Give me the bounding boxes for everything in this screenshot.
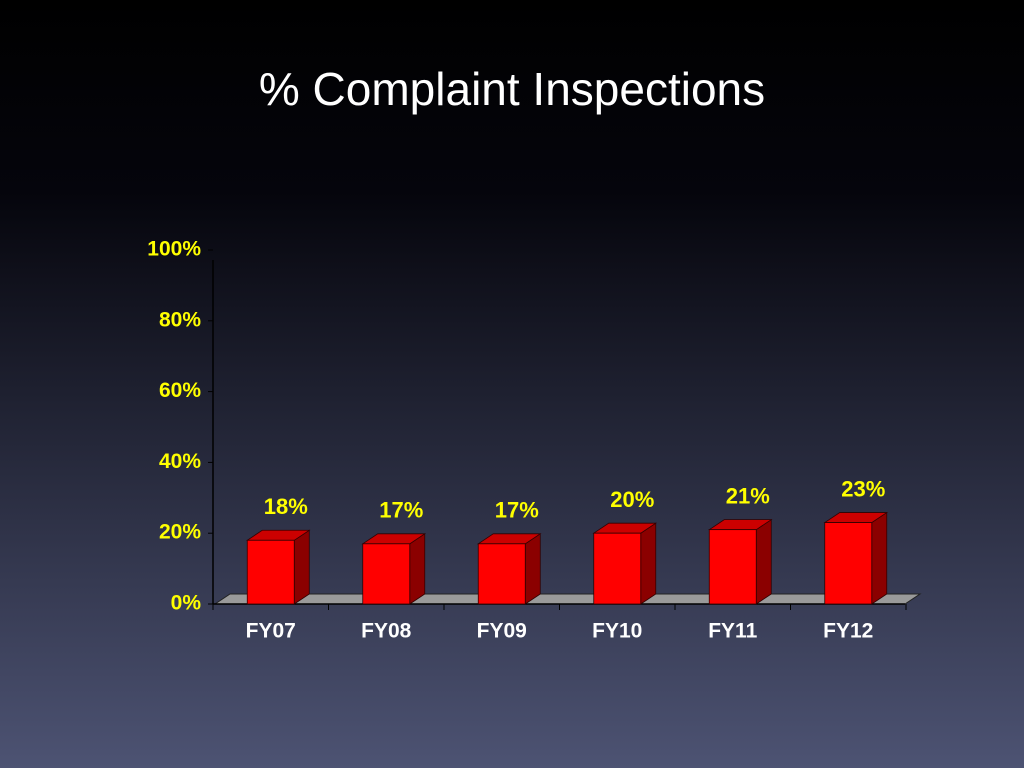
bar-side: [524, 533, 541, 605]
bar: [362, 543, 411, 605]
y-tick-label: 60%: [159, 379, 201, 402]
bar-side: [871, 511, 888, 605]
floor: [213, 593, 922, 605]
bar-side: [755, 518, 772, 605]
bar-side: [640, 522, 657, 605]
bar-side: [293, 529, 310, 605]
x-tick-label: FY07: [246, 620, 296, 643]
x-tick-label: FY09: [477, 620, 527, 643]
chart-title: % Complaint Inspections: [259, 63, 765, 115]
value-label: 17%: [379, 498, 423, 523]
bar: [824, 522, 873, 605]
y-tick-label: 40%: [159, 450, 201, 473]
x-tick-label: FY10: [592, 620, 642, 643]
y-tick-label: 0%: [171, 592, 202, 615]
bar: [246, 539, 295, 605]
bar: [708, 529, 757, 605]
x-tick-label: FY12: [823, 620, 873, 643]
y-tick-label: 100%: [147, 238, 201, 261]
x-tick-label: FY08: [361, 620, 412, 643]
value-label: 21%: [726, 483, 770, 508]
value-label: 23%: [841, 476, 885, 501]
y-tick-label: 80%: [159, 308, 201, 331]
bar: [593, 532, 642, 605]
value-label: 18%: [264, 494, 308, 519]
value-label: 17%: [495, 498, 539, 523]
y-tick-label: 20%: [159, 521, 201, 544]
x-tick-label: FY11: [708, 620, 757, 643]
bar-side: [409, 533, 426, 605]
bar: [477, 543, 526, 605]
value-label: 20%: [610, 487, 654, 512]
